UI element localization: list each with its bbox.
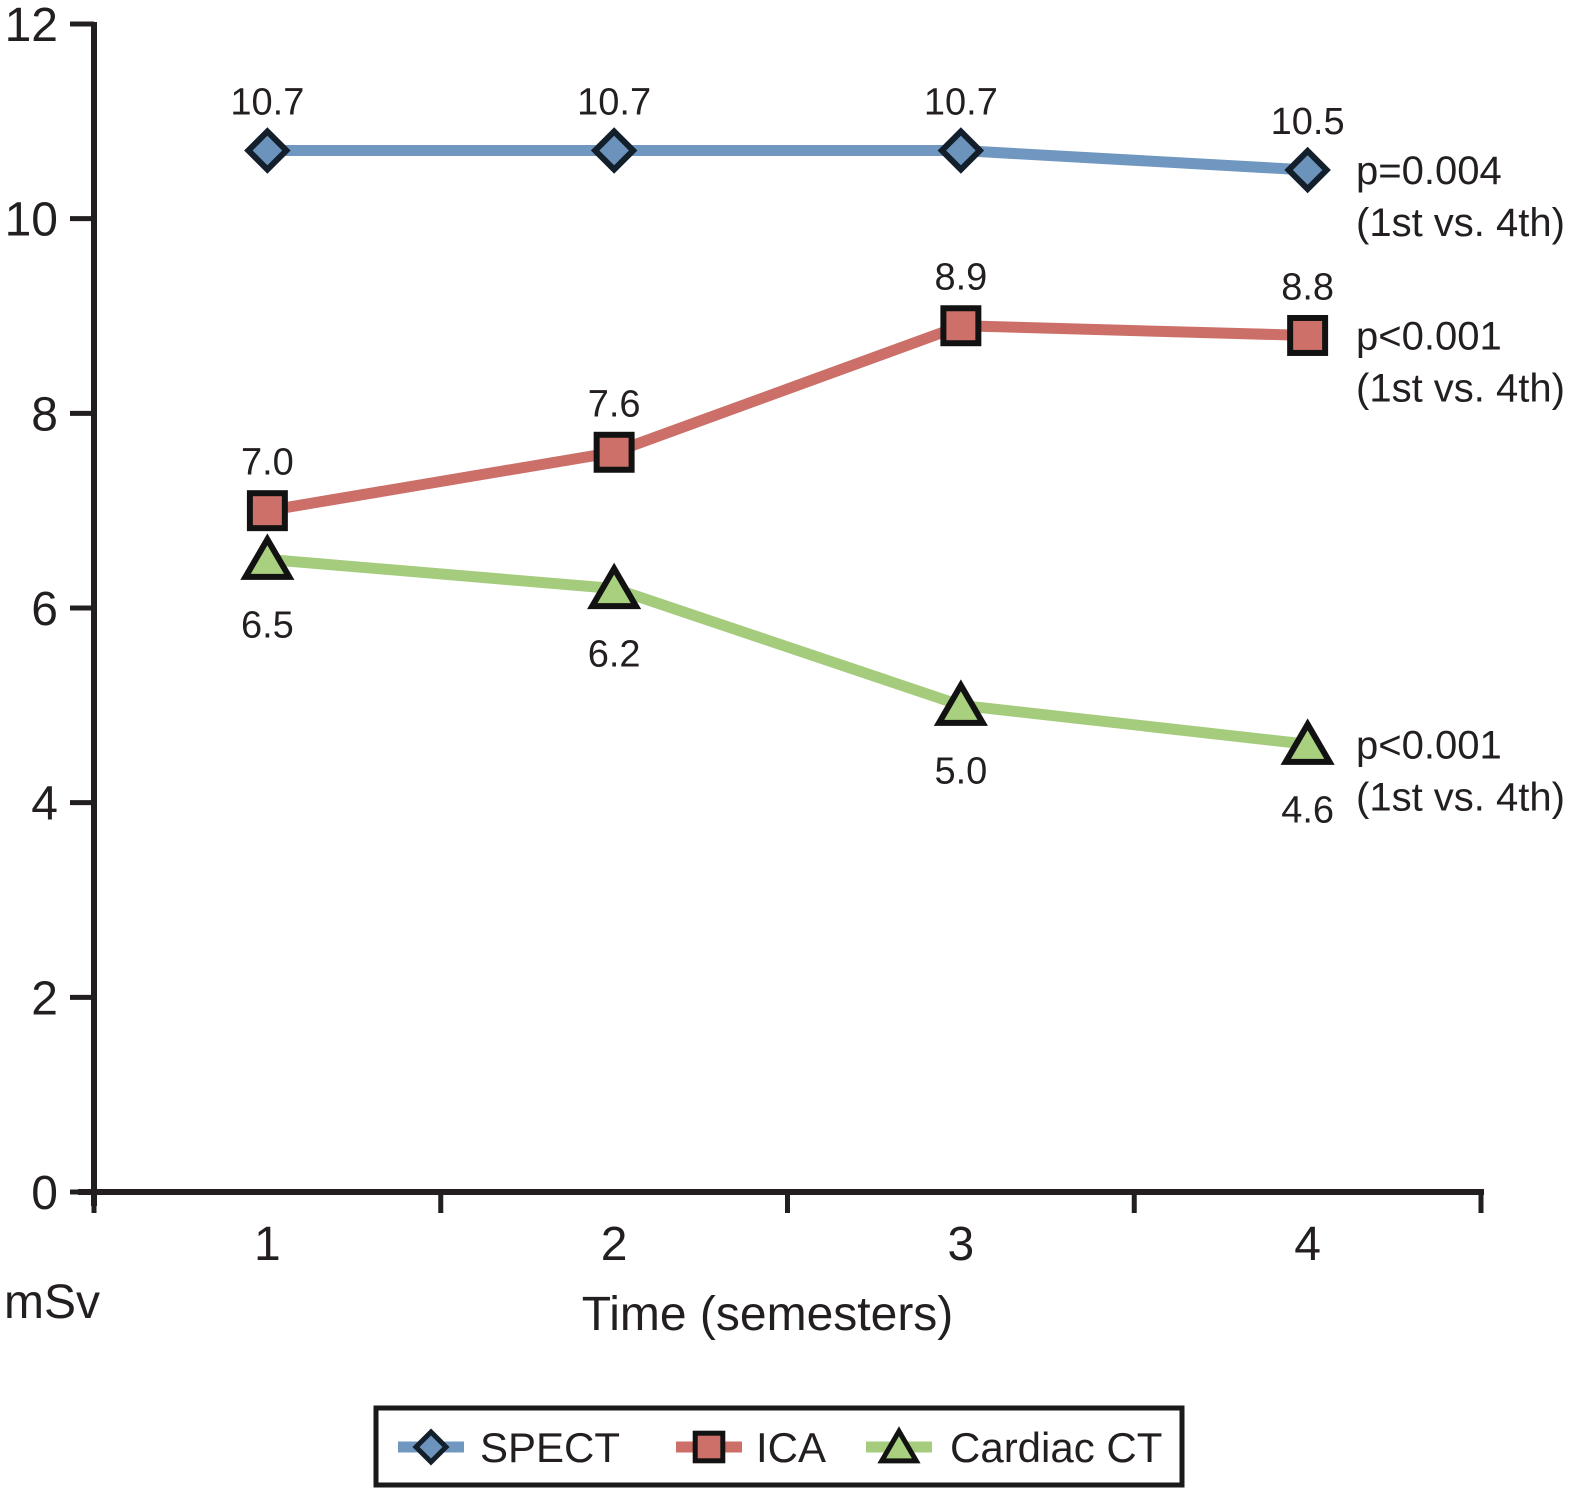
point-label-spect-3: 10.7 [924, 82, 998, 124]
marker-ica-2 [593, 431, 635, 473]
y-axis-unit-label: mSv [4, 1276, 100, 1329]
y-tick-label: 12 [5, 0, 58, 52]
point-label-spect-2: 10.7 [577, 82, 651, 124]
point-label-ica-3: 8.9 [934, 257, 987, 299]
series-line-ica [261, 320, 1314, 517]
point-label-cardiac-ct-2: 6.2 [588, 634, 641, 676]
annotation-spect-line2: (1st vs. 4th) [1356, 201, 1565, 245]
marker-spect-4 [1284, 146, 1331, 194]
y-tick-label: 0 [31, 1167, 58, 1220]
legend-marker-spect [412, 1428, 450, 1466]
y-tick-label: 2 [31, 972, 58, 1025]
x-axis-title: Time (semesters) [582, 1288, 954, 1341]
annotation-spect-line1: p=0.004 [1356, 149, 1502, 193]
annotation-ica-line2: (1st vs. 4th) [1356, 366, 1565, 410]
y-tick-label: 8 [31, 388, 58, 441]
marker-cardiac-ct-3 [933, 679, 988, 726]
marker-spect-1 [244, 127, 291, 174]
point-label-ica-1: 7.0 [241, 442, 294, 484]
point-label-spect-1: 10.7 [230, 82, 304, 124]
legend-label-cardiac-ct: Cardiac CT [950, 1424, 1162, 1471]
legend-marker-cardiac-ct [877, 1426, 921, 1464]
x-category-label: 2 [601, 1218, 628, 1271]
series-line-spect [261, 145, 1314, 176]
marker-cardiac-ct-4 [1280, 718, 1335, 765]
marker-cardiac-ct-1 [240, 533, 295, 580]
point-label-ica-2: 7.6 [588, 383, 641, 425]
point-label-cardiac-ct-1: 6.5 [241, 604, 294, 646]
y-tick-label: 4 [31, 778, 58, 831]
marker-cardiac-ct-2 [587, 562, 642, 610]
legend-box [373, 1405, 1185, 1488]
y-tick-label: 10 [5, 194, 58, 247]
point-label-spect-4: 10.5 [1271, 101, 1345, 143]
legend-label-spect: SPECT [480, 1424, 620, 1471]
annotation-cardiac-ct-line2: (1st vs. 4th) [1356, 775, 1565, 819]
series-line-cardiac-ct [261, 553, 1314, 750]
legend-marker-ica [692, 1430, 726, 1464]
annotation-cardiac-ct-line1: p<0.001 [1356, 723, 1502, 767]
annotation-ica-line1: p<0.001 [1356, 314, 1502, 358]
marker-ica-3 [940, 305, 982, 347]
point-label-cardiac-ct-3: 5.0 [934, 750, 987, 792]
y-tick-label: 6 [31, 583, 58, 636]
x-category-label: 3 [948, 1218, 975, 1271]
legend-label-ica: ICA [756, 1424, 826, 1471]
x-category-label: 1 [254, 1218, 281, 1271]
marker-ica-1 [246, 490, 288, 532]
point-label-ica-4: 8.8 [1281, 266, 1334, 308]
marker-ica-4 [1287, 314, 1329, 356]
x-category-label: 4 [1294, 1218, 1321, 1271]
point-label-cardiac-ct-4: 4.6 [1281, 789, 1334, 831]
marker-spect-2 [590, 127, 638, 174]
marker-spect-3 [937, 127, 985, 174]
